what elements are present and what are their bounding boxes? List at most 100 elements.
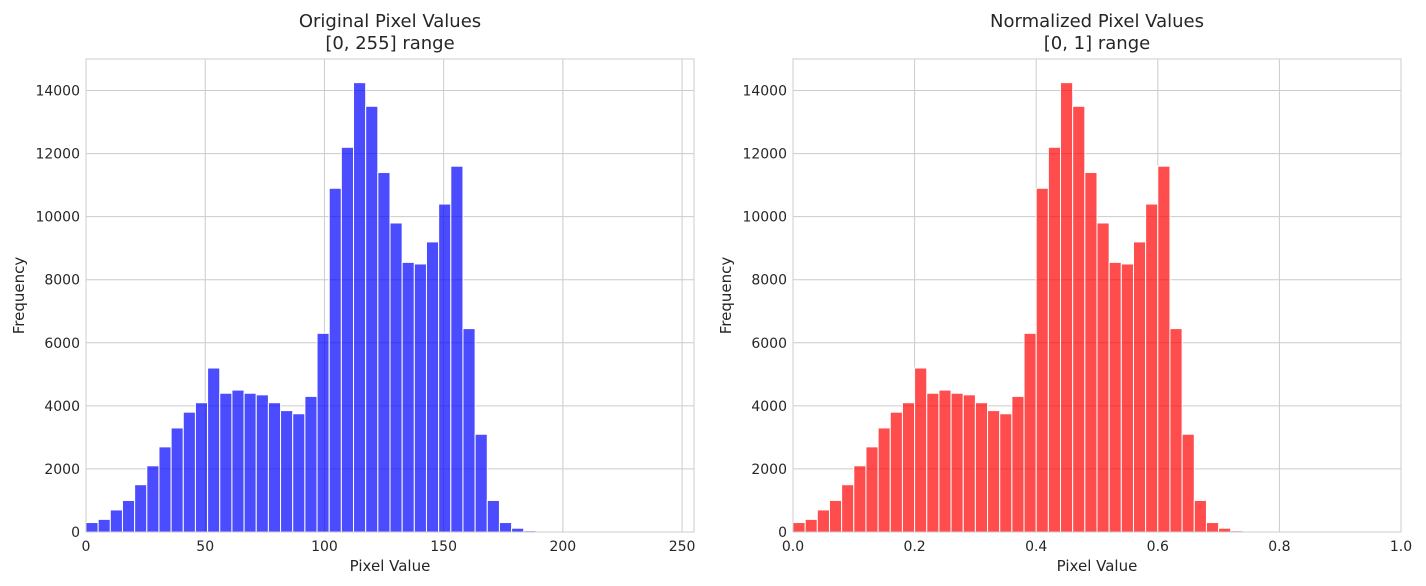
y-tick-label: 6000 (751, 336, 787, 352)
histogram-bar (462, 328, 476, 533)
histogram-bar (1157, 165, 1171, 533)
histogram-bar (853, 465, 867, 533)
histogram-bar (926, 392, 940, 533)
histogram-bar (158, 446, 172, 533)
histogram-bar (389, 222, 403, 533)
histogram-bar (1193, 499, 1207, 533)
histogram-bar (1108, 261, 1122, 533)
plot-frame (792, 58, 1402, 533)
histogram-bar (267, 402, 282, 533)
histogram-bar (255, 394, 269, 533)
histogram-bar (950, 392, 964, 533)
chart-subtitle: [0, 255] range (325, 33, 454, 54)
x-axis-label: Pixel Value (1057, 557, 1138, 575)
y-tick-label: 6000 (44, 336, 80, 352)
histogram-bar (280, 410, 294, 533)
chart-title: Original Pixel Values (299, 11, 481, 32)
histogram-bar (194, 402, 209, 533)
histogram-bar (1096, 222, 1110, 533)
y-tick-label: 14000 (35, 84, 80, 100)
histogram-bar (841, 484, 855, 533)
histogram-bar (1181, 433, 1195, 533)
x-tick-label: 0.2 (903, 539, 925, 555)
x-tick-label: 0.6 (1147, 539, 1169, 555)
histogram-bar (413, 263, 427, 533)
chart-panel-1: 0 2000 4000 6000 8000 10000 12000 14000 0 50 100 15… (10, 11, 695, 575)
histogram-bar (792, 522, 806, 533)
histogram-bar (231, 389, 245, 533)
y-tick-label: 4000 (44, 399, 80, 415)
histogram-bar (243, 392, 257, 533)
histogram-bar (474, 433, 488, 533)
x-tick-label: 0 (82, 539, 91, 555)
histogram-bar (207, 367, 221, 533)
histogram-bar (1011, 395, 1025, 533)
histogram-bar (938, 389, 952, 533)
histogram-bar (219, 392, 233, 533)
x-tick-label: 200 (549, 539, 576, 555)
histogram-bar (292, 413, 306, 533)
histogram-bar (97, 518, 111, 533)
histogram-bar (889, 411, 903, 533)
y-tick-label: 14000 (742, 84, 787, 100)
x-tick-label: 0.0 (782, 539, 804, 555)
histogram-bar (1169, 328, 1183, 533)
histogram-bar (438, 203, 452, 533)
histogram-bar (340, 146, 355, 533)
histogram-bar (377, 172, 391, 533)
histogram-bar (328, 187, 342, 533)
y-tick-label: 12000 (742, 147, 787, 163)
plot-frame (85, 58, 695, 533)
y-tick-label: 12000 (35, 147, 80, 163)
y-tick-label: 2000 (751, 462, 787, 478)
histogram-bar (1084, 172, 1098, 533)
histogram-bar (401, 261, 415, 533)
histogram-bar (134, 484, 148, 533)
histogram-bar (1060, 82, 1074, 533)
histogram-bar (1205, 522, 1220, 533)
y-tick-label: 10000 (35, 210, 80, 226)
histogram-bar (304, 395, 318, 533)
y-tick-label: 0 (71, 525, 80, 541)
histogram-bar (182, 411, 196, 533)
x-tick-label: 0.4 (1025, 539, 1047, 555)
histogram-bar (365, 105, 379, 533)
y-tick-label: 0 (778, 525, 787, 541)
histogram-bar (1132, 241, 1147, 533)
histogram-bar (498, 522, 513, 533)
y-tick-label: 8000 (751, 273, 787, 289)
histogram-bar (1145, 203, 1159, 533)
histogram-bar (1035, 187, 1049, 533)
y-axis-label: Frequency (717, 257, 735, 335)
histogram-bar (1047, 146, 1062, 533)
histogram-bar (146, 465, 160, 533)
chart-subtitle: [0, 1] range (1044, 33, 1150, 54)
y-tick-label: 10000 (742, 210, 787, 226)
x-tick-label: 50 (196, 539, 214, 555)
histogram-bar (901, 402, 916, 533)
histogram-bar (486, 499, 500, 533)
histogram-bar (987, 410, 1001, 533)
histogram-bar (170, 427, 184, 533)
x-tick-label: 150 (430, 539, 457, 555)
histogram-bar (353, 82, 367, 533)
histogram-bar (109, 509, 123, 533)
histogram-bar (974, 402, 989, 533)
histogram-bar (1023, 332, 1037, 533)
histogram-bar (865, 446, 879, 533)
histogram-bar (816, 509, 830, 533)
x-axis-label: Pixel Value (350, 557, 431, 575)
histogram-bar (1120, 263, 1134, 533)
y-tick-label: 8000 (44, 273, 80, 289)
histogram-bar (914, 367, 928, 533)
x-tick-label: 0.8 (1268, 539, 1290, 555)
histogram-bar (85, 522, 99, 533)
x-tick-label: 100 (311, 539, 338, 555)
histogram-bar (450, 165, 464, 533)
histogram-bar (877, 427, 891, 533)
histogram-bar (962, 394, 976, 533)
x-tick-label: 1.0 (1390, 539, 1412, 555)
histogram-bar (1218, 527, 1232, 533)
